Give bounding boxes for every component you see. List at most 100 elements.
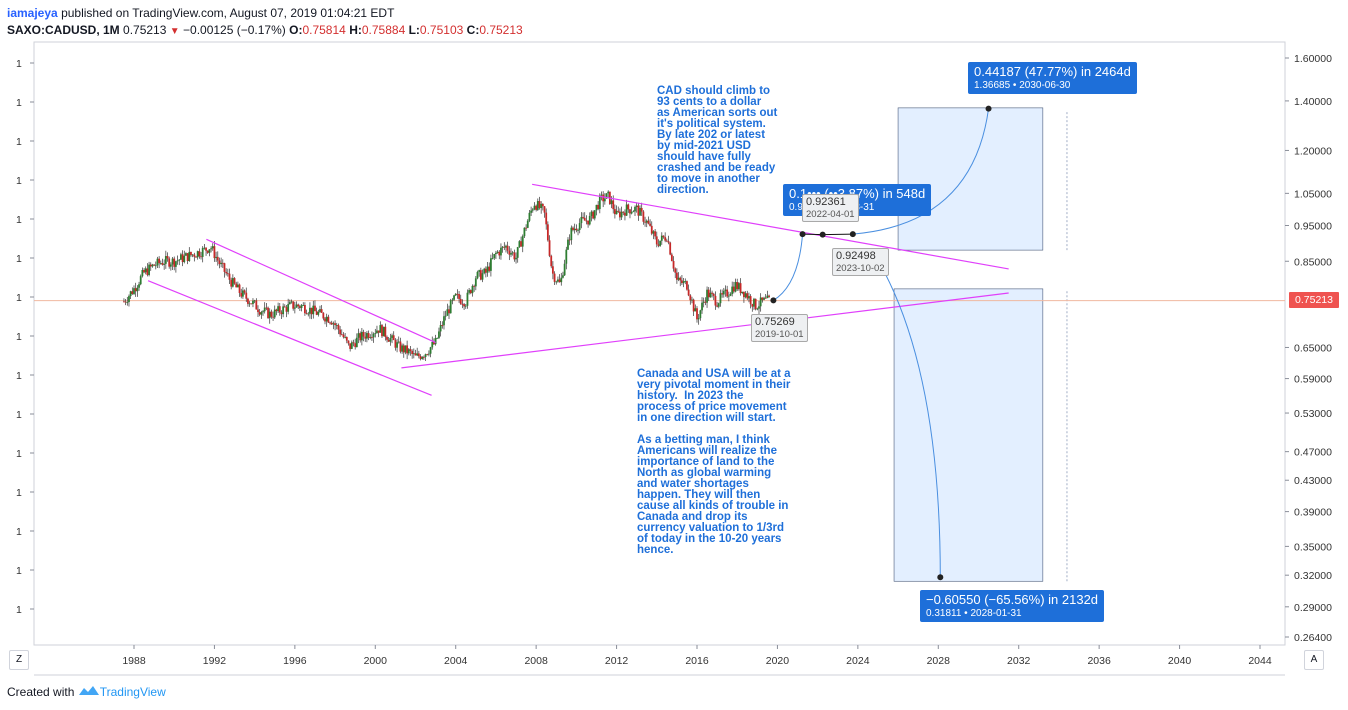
path-segment-up [852,108,990,235]
path-point-0 [770,297,777,304]
candle-body-323 [664,237,667,241]
candle-body-166 [401,345,403,352]
candle-body-80 [257,309,259,313]
candle-body-50 [206,250,209,253]
candle-body-96 [283,306,286,308]
candle-body-383 [764,297,767,299]
candle-body-248 [538,201,541,209]
candle-body-30 [173,258,176,267]
candle-body-31 [174,261,177,267]
candle-body-62 [226,273,229,275]
candle-body-330 [675,272,678,280]
candle-body-14 [146,268,149,275]
candle-body-2 [126,301,129,303]
candle-body-259 [557,279,559,282]
candle-body-346 [702,301,705,303]
left-axis-label-6: 1 [16,292,22,304]
candle-body-321 [660,235,663,241]
candle-body-29 [171,258,174,265]
candle-body-137 [352,342,355,344]
candle-body-87 [268,311,271,319]
candle-body-303 [630,211,633,214]
left-axis-label-14: 1 [16,604,22,616]
zoom-button[interactable]: Z [9,650,29,670]
candle-body-73 [245,292,248,299]
candle-body-301 [627,204,630,210]
candle-body-328 [672,261,675,269]
candle-body-225 [500,247,502,256]
candle-body-247 [536,201,539,210]
y-tick-label-15: 0.29000 [1294,602,1332,614]
candle-body-170 [407,349,410,354]
candle-body-102 [293,307,296,309]
candle-body-160 [391,335,393,338]
tradingview-brand[interactable]: TradingView [99,685,166,699]
candle-body-203 [463,304,465,307]
candle-body-121 [325,316,328,322]
candle-body-355 [717,303,720,307]
candle-body-322 [662,235,665,238]
candle-body-375 [751,304,754,307]
range-up-box [897,107,1044,251]
left-axis-label-2: 1 [16,136,22,148]
candle-body-240 [525,227,527,229]
candle-body-286 [602,194,605,202]
open-value: 0.75814 [302,23,346,37]
plot-frame [33,41,1286,646]
y-tick-label-4: 0.95000 [1294,221,1332,233]
candle-body-173 [412,353,415,355]
price-change: −0.00125 (−0.17%) [183,23,286,37]
candle-body-148 [371,337,373,338]
candle-body-311 [644,221,646,223]
candle-body-63 [228,273,231,280]
candle-body-178 [421,357,424,359]
candle-body-188 [438,331,440,338]
left-axis-label-11: 1 [16,487,22,499]
candle-body-278 [588,216,591,225]
candle-body-187 [436,337,439,339]
author-name[interactable]: iamajeya [7,6,58,20]
candle-body-43 [195,256,197,258]
symbol-legend: SAXO:CADUSD, 1M 0.75213 ▼ −0.00125 (−0.1… [7,23,523,39]
candle-body-340 [692,299,695,312]
candle-body-246 [535,205,538,210]
candle-body-244 [531,209,534,211]
candle-body-17 [151,264,154,267]
candle-body-159 [389,337,392,342]
candle-body-83 [262,311,264,313]
candle-body-130 [340,334,343,336]
candle-body-23 [161,263,164,265]
candle-body-128 [337,324,340,330]
left-axis-label-7: 1 [16,331,22,343]
point-label-2023: 0.92498 2023-10-02 [832,248,889,276]
candle-body-230 [508,250,511,255]
candle-body-89 [272,316,274,318]
candle-body-60 [223,263,226,272]
candle-body-361 [727,295,730,297]
candle-body-125 [332,323,335,325]
candle-body-42 [193,254,196,257]
candle-body-341 [694,308,697,312]
candle-body-353 [714,295,717,306]
candle-body-279 [590,211,593,217]
candle-body-6 [133,288,135,294]
candle-body-7 [134,288,137,292]
x-tick-label-9: 2024 [846,655,870,667]
candle-body-267 [570,227,573,241]
candle-body-163 [396,342,398,348]
candle-body-236 [518,241,521,248]
candle-body-261 [560,277,563,283]
candle-body-61 [225,271,228,274]
auto-scale-button[interactable]: A [1304,650,1324,670]
left-axis-label-5: 1 [16,253,22,265]
candle-body-234 [515,257,517,260]
left-axis-label-1: 1 [16,97,22,109]
candle-body-262 [562,275,564,278]
candle-body-48 [203,247,206,249]
candle-body-354 [716,305,719,307]
candle-body-22 [159,263,162,264]
candle-body-239 [523,227,526,237]
candle-body-135 [349,343,352,349]
candle-body-357 [721,293,724,295]
